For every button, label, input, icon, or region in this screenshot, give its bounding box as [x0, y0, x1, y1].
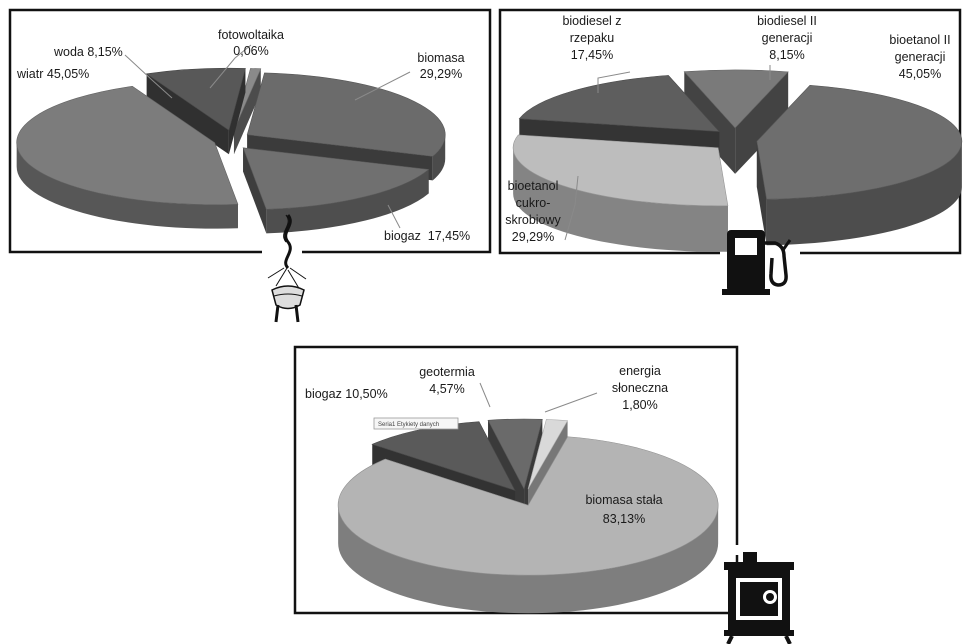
label-energia-sloneczna-line1: energia [619, 364, 661, 378]
pie-slice-biomasa-stała [337, 436, 719, 614]
label-energia-sloneczna-line3: 1,80% [622, 398, 657, 412]
label-geotermia-value: 4,57% [429, 382, 464, 396]
pie-slice-fotowoltaika [233, 68, 262, 155]
pie-slice-bioetanol-ii-generacji [756, 84, 963, 246]
label-biomasa-stala-name: biomasa stała [585, 493, 662, 507]
pie-slice-woda [145, 67, 246, 155]
power-plug-icon [267, 214, 307, 323]
label-woda: woda 8,15% [53, 45, 123, 59]
label-biogaz: biogaz 17,45% [384, 229, 470, 243]
label-bioetanol-cs-line1: bioetanol [508, 179, 559, 193]
label-bioetanol2-line2: generacji [895, 50, 946, 64]
label-biomasa-stala-value: 83,13% [603, 512, 645, 526]
label-energia-sloneczna-line2: słoneczna [612, 381, 668, 395]
label-biodiesel2-line3: 8,15% [769, 48, 804, 62]
label-bioetanol2-line1: bioetanol II [889, 33, 950, 47]
chart1-frame [8, 8, 492, 254]
pie-chart-transport-fuels [512, 69, 963, 252]
label-bioetanol2-line3: 45,05% [899, 67, 941, 81]
stove-icon [724, 552, 794, 644]
label-wiatr: wiatr 45,05% [16, 67, 89, 81]
svg-text:Seria1 Etykiety danych: Seria1 Etykiety danych [378, 422, 439, 428]
pie-slice-wiatr [16, 85, 239, 229]
label-biodiesel-rzepak-line3: 17,45% [571, 48, 613, 62]
label-fotowoltaika-name: fotowoltaika [218, 28, 284, 42]
chart2-frame [498, 8, 962, 255]
label-biogaz-heat: biogaz 10,50% [305, 387, 388, 401]
label-geotermia-name: geotermia [419, 365, 475, 379]
label-biodiesel2-line1: biodiesel II [757, 14, 817, 28]
pie-chart-heat [337, 418, 719, 614]
label-fotowoltaika-value: 0,06% [233, 44, 268, 58]
label-bioetanol-cs-line2: cukro- [516, 196, 551, 210]
label-biodiesel-rzepak-line1: biodiesel z [562, 14, 621, 28]
label-biomasa-name: biomasa [417, 51, 464, 65]
label-biodiesel-rzepak-line2: rzepaku [570, 31, 615, 45]
label-biodiesel2-line2: generacji [762, 31, 813, 45]
label-biomasa-value: 29,29% [420, 67, 462, 81]
fuel-pump-icon [722, 230, 792, 295]
label-bioetanol-cs-line4: 29,29% [512, 230, 554, 244]
leader-lines [124, 44, 771, 413]
data-labels-tooltip: Seria1 Etykiety danych [373, 417, 459, 430]
label-bioetanol-cs-line3: skrobiowy [505, 213, 561, 227]
pie-chart-electricity [16, 67, 446, 234]
pie-slice-bioetanol-cukro-skrobiowy [512, 134, 729, 252]
pie-slice-biogaz [242, 147, 430, 234]
